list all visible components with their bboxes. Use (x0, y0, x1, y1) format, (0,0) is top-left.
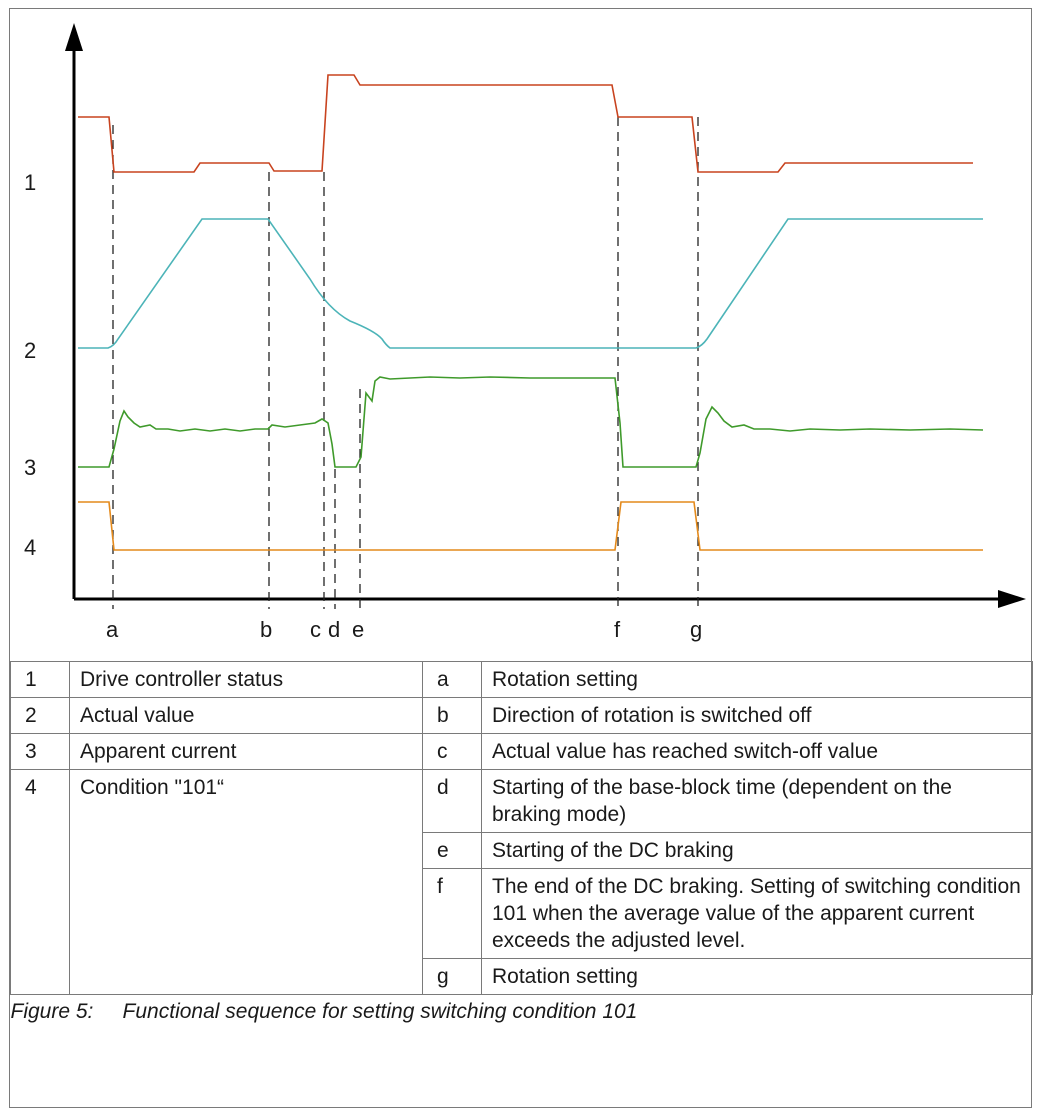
legend-description: Direction of rotation is switched off (481, 697, 1033, 734)
legend-letter: a (422, 661, 482, 698)
legend-number: 1 (10, 661, 70, 698)
legend-description: Actual value has reached switch-off valu… (481, 733, 1033, 770)
event-label-e: e (352, 617, 364, 642)
legend-description: Starting of the base-block time (depende… (481, 769, 1033, 833)
caption-row: Figure 5: Functional sequence for settin… (11, 995, 1033, 1030)
legend-row: g Rotation setting (11, 958, 1033, 995)
timing-diagram: 1 2 3 4 a b c d e f g (10, 9, 1033, 662)
row-label-3: 3 (24, 455, 36, 480)
legend-label: Apparent current (69, 733, 423, 770)
figure-frame: 1 2 3 4 a b c d e f g 1 Drive controller… (9, 8, 1033, 1108)
y-axis-arrowhead (65, 23, 83, 51)
legend-description: Rotation setting (481, 958, 1033, 995)
legend-label: Drive controller status (69, 661, 423, 698)
legend-number: 2 (10, 697, 70, 734)
event-label-d: d (328, 617, 340, 642)
legend-description: The end of the DC braking. Setting of sw… (481, 868, 1033, 959)
trace-apparent-current (78, 376, 984, 468)
trace-condition-101 (78, 501, 983, 551)
trace-actual-value (78, 218, 983, 349)
x-axis-arrowhead (998, 590, 1026, 608)
legend-letter: b (422, 697, 482, 734)
figure-caption: Figure 5: Functional sequence for settin… (10, 1000, 638, 1023)
event-label-f: f (614, 617, 621, 642)
legend-description: Starting of the DC braking (481, 832, 1033, 869)
row-label-4: 4 (24, 535, 36, 560)
legend-description: Rotation setting (481, 661, 1033, 698)
legend-label: Condition "101“ (69, 769, 423, 995)
event-markers (112, 117, 699, 609)
event-label-b: b (260, 617, 272, 642)
legend-letter: d (422, 769, 482, 833)
timing-diagram-svg: 1 2 3 4 a b c d e f g (24, 23, 1026, 642)
event-label-c: c (310, 617, 321, 642)
legend-letter: c (422, 733, 482, 770)
event-label-g: g (690, 617, 702, 642)
trace-drive-controller-status (78, 74, 973, 173)
legend-label: Actual value (69, 697, 423, 734)
legend-letter: e (422, 832, 482, 869)
legend-row: 1 Drive controller status a Rotation set… (10, 661, 1033, 698)
legend-table: 1 Drive controller status a Rotation set… (10, 661, 1033, 1029)
row-label-1: 1 (24, 170, 36, 195)
legend-number: 4 (10, 769, 70, 995)
event-label-a: a (106, 617, 119, 642)
legend-row: 3 Apparent current c Actual value has re… (10, 733, 1033, 770)
legend-number: 3 (10, 733, 70, 770)
row-label-2: 2 (24, 338, 36, 363)
legend-letter: f (422, 868, 482, 959)
legend-row: 2 Actual value b Direction of rotation i… (10, 697, 1033, 734)
legend-row: 4 Condition "101“ d Starting of the base… (10, 769, 1033, 995)
legend-row: f The end of the DC braking. Setting of … (11, 868, 1033, 959)
legend-letter: g (422, 958, 482, 995)
